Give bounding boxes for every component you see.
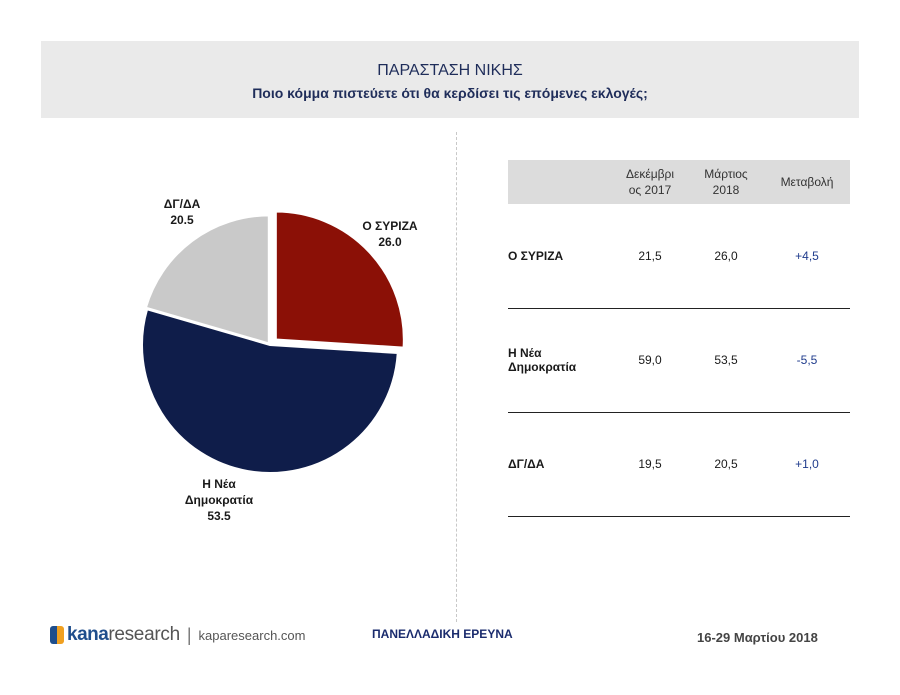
survey-dates: 16-29 Μαρτίου 2018 — [697, 630, 818, 645]
header-dec2017-line1: Δεκέμβρι — [625, 167, 675, 181]
header-mar2018-line2: 2018 — [712, 183, 740, 197]
dashed-divider — [456, 132, 457, 622]
logo-separator: | — [186, 624, 192, 645]
header-mar2018-line1: Μάρτιος — [704, 167, 748, 181]
pie-slice — [144, 214, 270, 345]
row-dec2017: 59,0 — [612, 308, 688, 413]
table-row: Η Νέα Δημοκρατία 59,0 53,5 -5,5 — [508, 308, 850, 413]
pie-slice-label: Ο ΣΥΡΙΖΑ 26.0 — [362, 219, 418, 249]
comparison-table: Δεκέμβρι ος 2017 Μάρτιος 2018 Μεταβολή Ο… — [508, 160, 850, 517]
row-party: ΔΓ/ΔΑ — [508, 412, 612, 517]
table-row: ΔΓ/ΔΑ 19,5 20,5 +1,0 — [508, 412, 850, 517]
page-subtitle: Ποιο κόμμα πιστεύετε ότι θα κερδίσει τις… — [252, 85, 648, 101]
footer-url: kaparesearch.com — [198, 627, 306, 643]
logo-mark-icon — [50, 624, 64, 646]
row-dec2017: 21,5 — [612, 204, 688, 309]
row-mar2018: 53,5 — [688, 308, 764, 413]
pie-chart: Ο ΣΥΡΙΖΑ 26.0 Η Νέα Δημοκρατία 53.5 ΔΓ/ΔΑ 20.5 — [141, 197, 418, 523]
survey-label: ΠΑΝΕΛΛΑΔΙΚΗ ΕΡΕΥΝΑ — [372, 627, 513, 641]
row-mar2018: 26,0 — [688, 204, 764, 309]
header-mar2018: Μάρτιος 2018 — [688, 160, 764, 204]
pie-slice-label: Η Νέα Δημοκρατία 53.5 — [185, 477, 254, 523]
table-row: Ο ΣΥΡΙΖΑ 21,5 26,0 +4,5 — [508, 204, 850, 309]
logo-research-text: research — [108, 624, 180, 645]
row-change: +4,5 — [764, 204, 850, 309]
header-change: Μεταβολή — [764, 160, 850, 204]
row-mar2018: 20,5 — [688, 412, 764, 517]
header-dec2017-line2: ος 2017 — [628, 183, 672, 197]
row-dec2017: 19,5 — [612, 412, 688, 517]
pie-slice — [141, 308, 399, 474]
header-dec2017: Δεκέμβρι ος 2017 — [612, 160, 688, 204]
row-change: +1,0 — [764, 412, 850, 517]
row-party: Η Νέα Δημοκρατία — [508, 308, 612, 413]
header-banner: ΠΑΡΑΣΤΑΣΗ ΝΙΚΗΣ Ποιο κόμμα πιστεύετε ότι… — [41, 41, 859, 118]
row-party: Ο ΣΥΡΙΖΑ — [508, 204, 612, 309]
table-header-row: Δεκέμβρι ος 2017 Μάρτιος 2018 Μεταβολή — [508, 160, 850, 204]
page-title: ΠΑΡΑΣΤΑΣΗ ΝΙΚΗΣ — [377, 62, 523, 79]
header-party — [508, 160, 612, 204]
pie-slice-label: ΔΓ/ΔΑ 20.5 — [164, 197, 201, 227]
kapa-research-logo: kana research | kaparesearch.com — [50, 623, 305, 647]
pie-slice — [274, 210, 405, 349]
row-change: -5,5 — [764, 308, 850, 413]
logo-kana-text: kana — [67, 624, 109, 645]
